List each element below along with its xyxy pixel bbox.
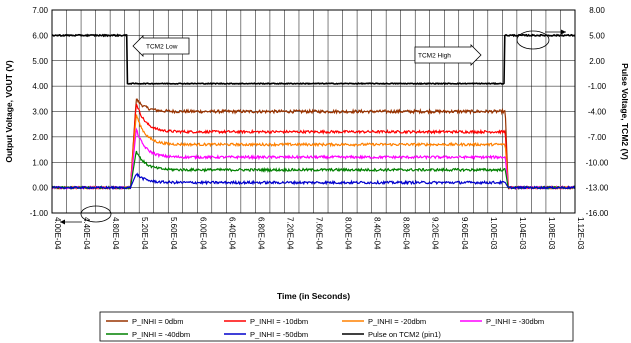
y-tick-label: 6.00: [32, 31, 48, 40]
x-axis-title: Time (in Seconds): [277, 291, 350, 301]
y2-tick-label: -1.00: [588, 82, 607, 91]
legend-label: P_INHI = -20dbm: [368, 317, 426, 326]
legend: P_INHI = 0dbm P_INHI = -10dbm P_INHI = -20…: [99, 311, 574, 342]
y-tick-label: 5.00: [32, 57, 48, 66]
annotation-tcm2-high-label: TCM2 High: [418, 53, 451, 60]
annotation-tcm2-high-arrow: [414, 44, 482, 66]
y2-tick-label: 5.00: [589, 31, 605, 40]
y2-tick-label: -16.00: [586, 209, 609, 218]
series-line-1: [51, 103, 576, 190]
x-tick-label: 1.00E-03: [489, 217, 498, 250]
y2-tick-label: -10.00: [586, 158, 609, 167]
x-tick-label: 7.20E-04: [285, 217, 294, 250]
legend-label: P_INHI = -40dbm: [132, 330, 190, 339]
x-tick-label: 8.80E-04: [402, 217, 411, 250]
x-tick-label: 5.20E-04: [140, 217, 149, 250]
legend-label: P_INHI = -50dbm: [250, 330, 308, 339]
x-tick-label: 6.40E-04: [227, 217, 236, 250]
y-tick-label: 7.00: [32, 6, 48, 15]
series-line-0: [51, 98, 576, 190]
y-tick-label: 4.00: [32, 82, 48, 91]
right-axis-marker-ellipse: [516, 30, 550, 50]
legend-label: P_INHI = -30dbm: [486, 317, 544, 326]
x-tick-label: 4.40E-04: [82, 217, 91, 250]
series-line-6: [51, 33, 576, 86]
y-tick-label: -1.00: [30, 209, 49, 218]
y-tick-label: 2.00: [32, 133, 48, 142]
x-tick-label: 6.80E-04: [256, 217, 265, 250]
y-tick-label: 0.00: [32, 184, 48, 193]
left-axis-arrowhead: [60, 219, 65, 225]
y-axis-title: Output Voltage, VOUT (V): [4, 60, 14, 162]
x-tick-label: 8.00E-04: [344, 217, 353, 250]
y2-tick-label: -4.00: [588, 108, 607, 117]
y-tick-label: 3.00: [32, 108, 48, 117]
right-axis-arrowhead: [561, 29, 566, 35]
series-line-2: [51, 114, 576, 191]
x-tick-label: 6.00E-04: [198, 217, 207, 250]
y2-axis-title: Pulse Voltage, TCM2 (V): [620, 63, 630, 160]
series-line-5: [51, 172, 576, 190]
legend-label: P_INHI = -10dbm: [250, 317, 308, 326]
x-tick-label: 4.80E-04: [111, 217, 120, 250]
legend-label: Pulse on TCM2 (pin1): [368, 330, 441, 339]
y2-tick-label: 2.00: [589, 57, 605, 66]
annotation-tcm2-low-arrow: [132, 35, 190, 57]
legend-box: [99, 311, 574, 342]
left-axis-marker-ellipse: [80, 205, 112, 223]
series-line-3: [51, 127, 576, 191]
x-tick-label: 8.40E-04: [373, 217, 382, 250]
x-tick-label: 7.60E-04: [315, 217, 324, 250]
y2-tick-label: -7.00: [588, 133, 607, 142]
x-tick-label: 5.60E-04: [169, 217, 178, 250]
series-line-4: [51, 150, 576, 191]
annotations: TCM2 Low TCM2 High: [60, 29, 566, 225]
x-tick-label: 9.60E-04: [460, 217, 469, 250]
tick-labels: 7.00 6.00 5.00 4.00 3.00 2.00 1.00 0.00 -1.00 8.0…: [30, 6, 609, 250]
series-layer: [51, 33, 576, 191]
x-tick-label: 4.00E-04: [53, 217, 62, 250]
y2-tick-label: 8.00: [589, 6, 605, 15]
y-tick-label: 1.00: [32, 158, 48, 167]
x-tick-label: 1.08E-03: [547, 217, 556, 250]
x-tick-label: 1.04E-03: [518, 217, 527, 250]
y2-tick-label: -13.00: [586, 184, 609, 193]
plot-frame: [51, 9, 576, 214]
x-tick-label: 9.20E-04: [431, 217, 440, 250]
x-tick-label: 1.12E-03: [576, 217, 585, 250]
annotation-tcm2-low-label: TCM2 Low: [146, 44, 178, 51]
legend-label: P_INHI = 0dbm: [132, 317, 183, 326]
